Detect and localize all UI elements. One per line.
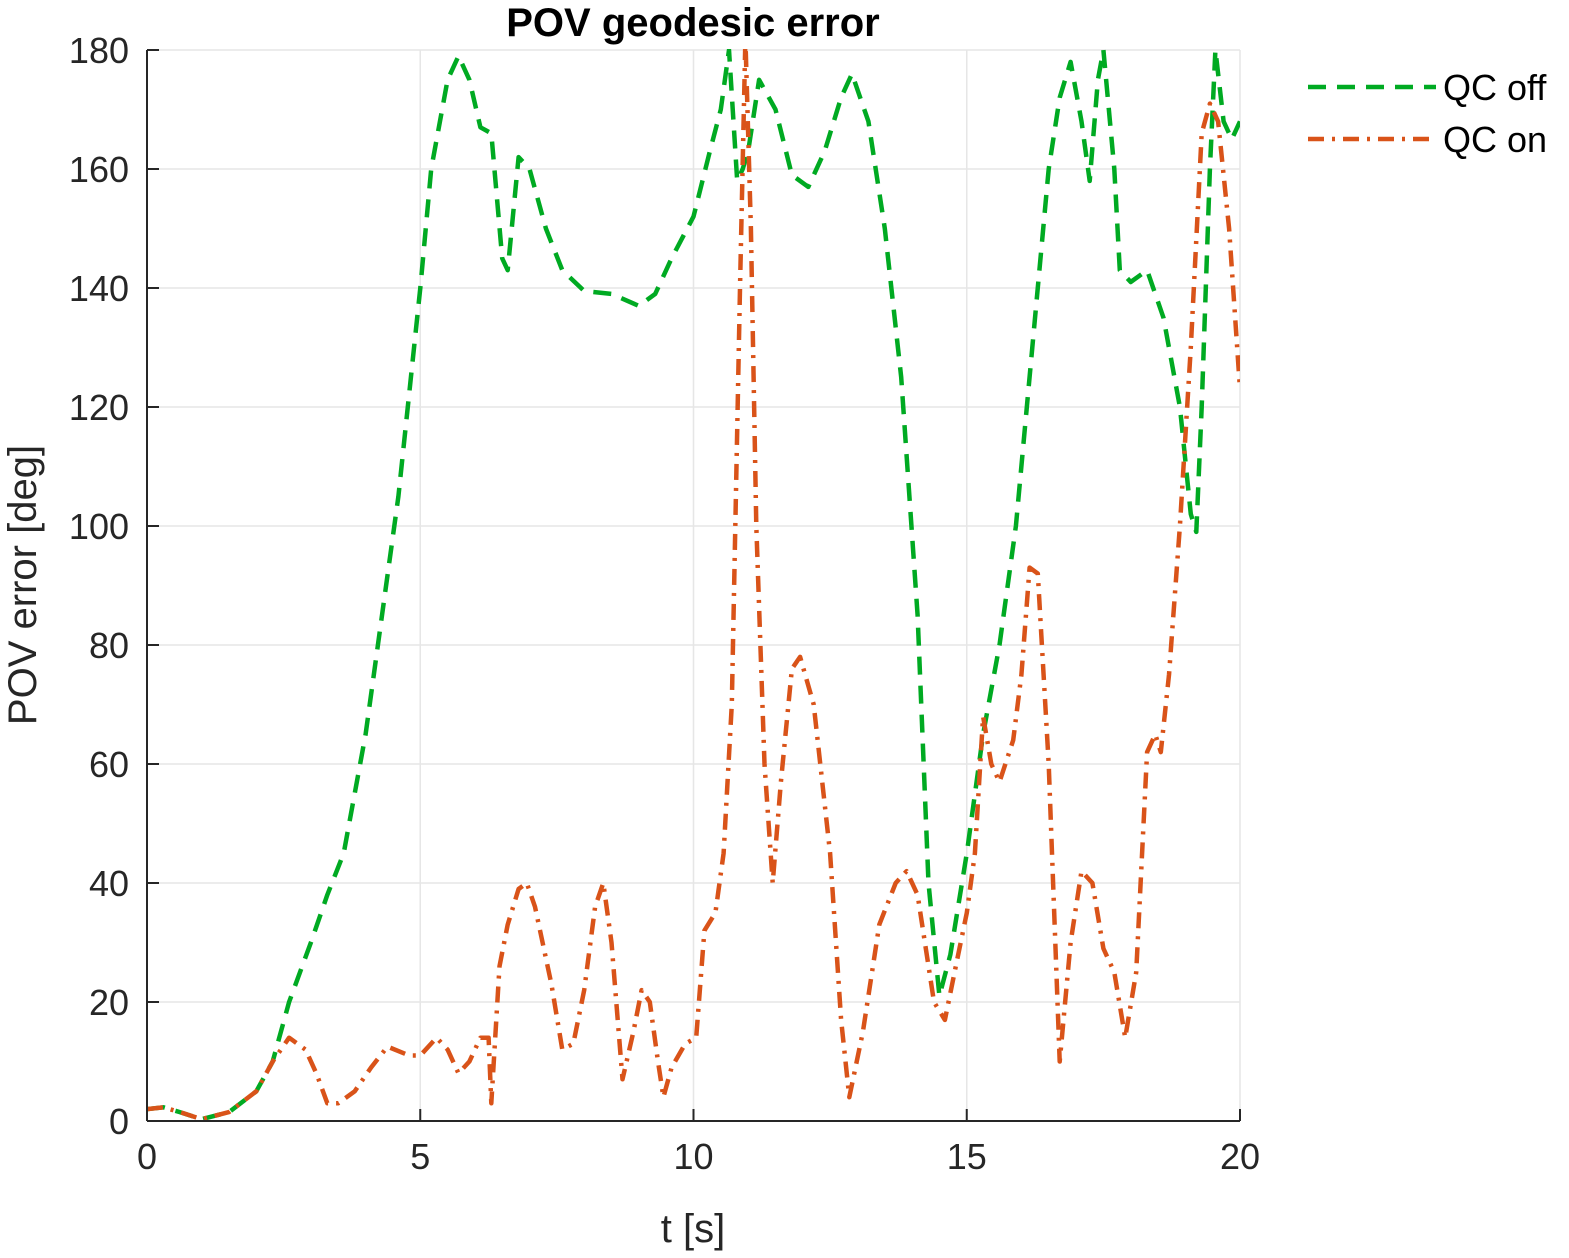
- tick-labels: 0 5 10 15 20 0 20 40 60 80 100 120 140 160 180: [69, 30, 1260, 1177]
- legend-label-1: QC off: [1443, 67, 1547, 108]
- x-tick-label: 5: [410, 1136, 430, 1177]
- legend: QC off QC on: [1308, 67, 1547, 160]
- y-tick-label: 80: [89, 625, 129, 666]
- axes: [146, 49, 1241, 1122]
- y-tick-label: 20: [89, 982, 129, 1023]
- y-tick-label: 60: [89, 744, 129, 785]
- y-tick-label: 140: [69, 268, 129, 309]
- series-group: [147, 49, 1240, 1122]
- y-tick-label: 160: [69, 149, 129, 190]
- chart-title: POV geodesic error: [506, 1, 879, 45]
- x-tick-label: 10: [673, 1136, 713, 1177]
- x-tick-label: 20: [1220, 1136, 1260, 1177]
- y-tick-label: 180: [69, 30, 129, 71]
- x-tick-label: 0: [137, 1136, 157, 1177]
- series-line-1: [147, 49, 1240, 1122]
- x-tick-label: 15: [947, 1136, 987, 1177]
- y-axis-label: POV error [deg]: [1, 445, 45, 725]
- x-axis-label: t [s]: [661, 1207, 725, 1251]
- grid: [147, 49, 1241, 1121]
- y-tick-label: 0: [109, 1101, 129, 1142]
- legend-label-2: QC on: [1443, 119, 1547, 160]
- series-line-2: [147, 49, 1240, 1122]
- y-tick-label: 40: [89, 863, 129, 904]
- y-tick-label: 100: [69, 506, 129, 547]
- y-tick-label: 120: [69, 387, 129, 428]
